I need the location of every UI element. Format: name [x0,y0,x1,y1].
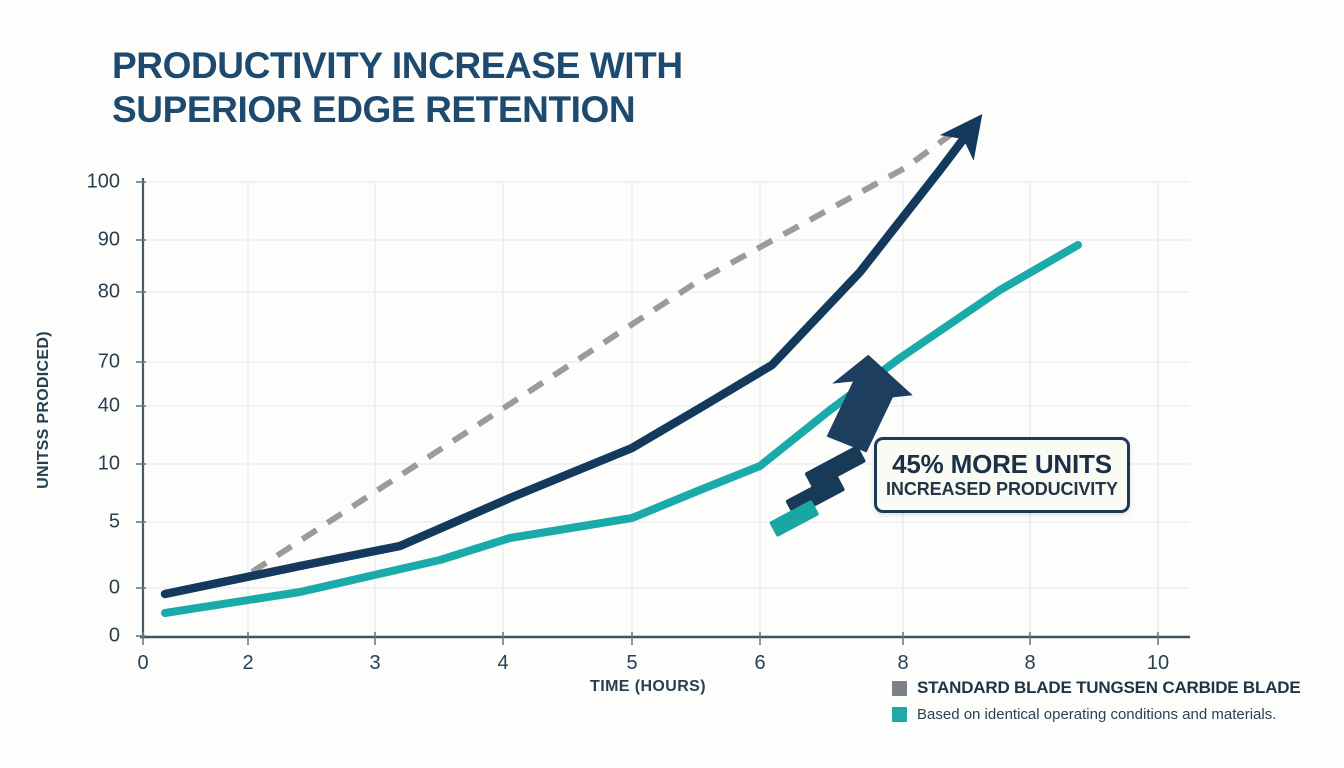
x-tick-marks [142,632,1159,645]
x-tick-label: 8 [1024,652,1036,674]
y-axis-title: UNITSS PRODICED) [35,331,52,489]
series-line-teal [161,241,1082,617]
x-axis-title: TIME (HOURS) [590,678,706,695]
legend-item-conditions-note: Based on identical operating conditions … [892,702,1322,726]
y-tick-label: 10 [97,452,120,475]
x-tick-label: 3 [369,652,381,674]
chart-title-line-1: PRODUCTIVITY INCREASE WITH [112,45,683,86]
legend-swatch-teal [892,706,907,722]
y-tick-label: 100 [86,170,120,193]
chart-title-line-2: SUPERIOR EDGE RETENTION [112,89,636,130]
callout-box: 45% MORE UNITS INCREASED PRODUCIVITY [874,437,1130,513]
y-tick-label: 5 [108,510,120,533]
y-tick-label: 40 [97,394,120,417]
y-tick-label: 70 [97,350,120,373]
y-tick-label: 0 [108,624,120,647]
y-tick-marks [136,181,146,637]
x-tick-label: 0 [137,652,149,674]
y-tick-label: 0 [108,576,120,599]
legend-item-standard-blade: STANDARD BLADE TUNGSEN CARBIDE BLADE [892,676,1322,700]
series-line-navy [160,114,983,599]
legend-label-standard-blade: STANDARD BLADE TUNGSEN CARBIDE BLADE [917,678,1301,697]
x-tick-label: 6 [754,652,766,674]
horizontal-gridlines [143,181,1190,589]
upward-arrow-graphic [769,354,913,537]
callout-headline: 45% MORE UNITS [892,449,1112,479]
vertical-gridlines [247,182,1159,636]
x-tick-label: 8 [897,652,909,674]
y-tick-label: 80 [97,280,120,303]
chart-legend: STANDARD BLADE TUNGSEN CARBIDE BLADE Bas… [892,676,1322,728]
chart-title: PRODUCTIVITY INCREASE WITH SUPERIOR EDGE… [112,44,832,132]
series-line-projected-dashed [250,125,962,575]
x-tick-label: 4 [497,652,509,674]
x-tick-label: 5 [626,652,638,674]
legend-swatch-gray [892,680,907,696]
legend-label-conditions-note: Based on identical operating conditions … [917,705,1277,723]
x-tick-label: 2 [242,652,254,674]
y-tick-label: 90 [97,228,120,251]
x-tick-label: 10 [1146,652,1170,674]
callout-subtext: INCREASED PRODUCIVITY [886,479,1118,499]
